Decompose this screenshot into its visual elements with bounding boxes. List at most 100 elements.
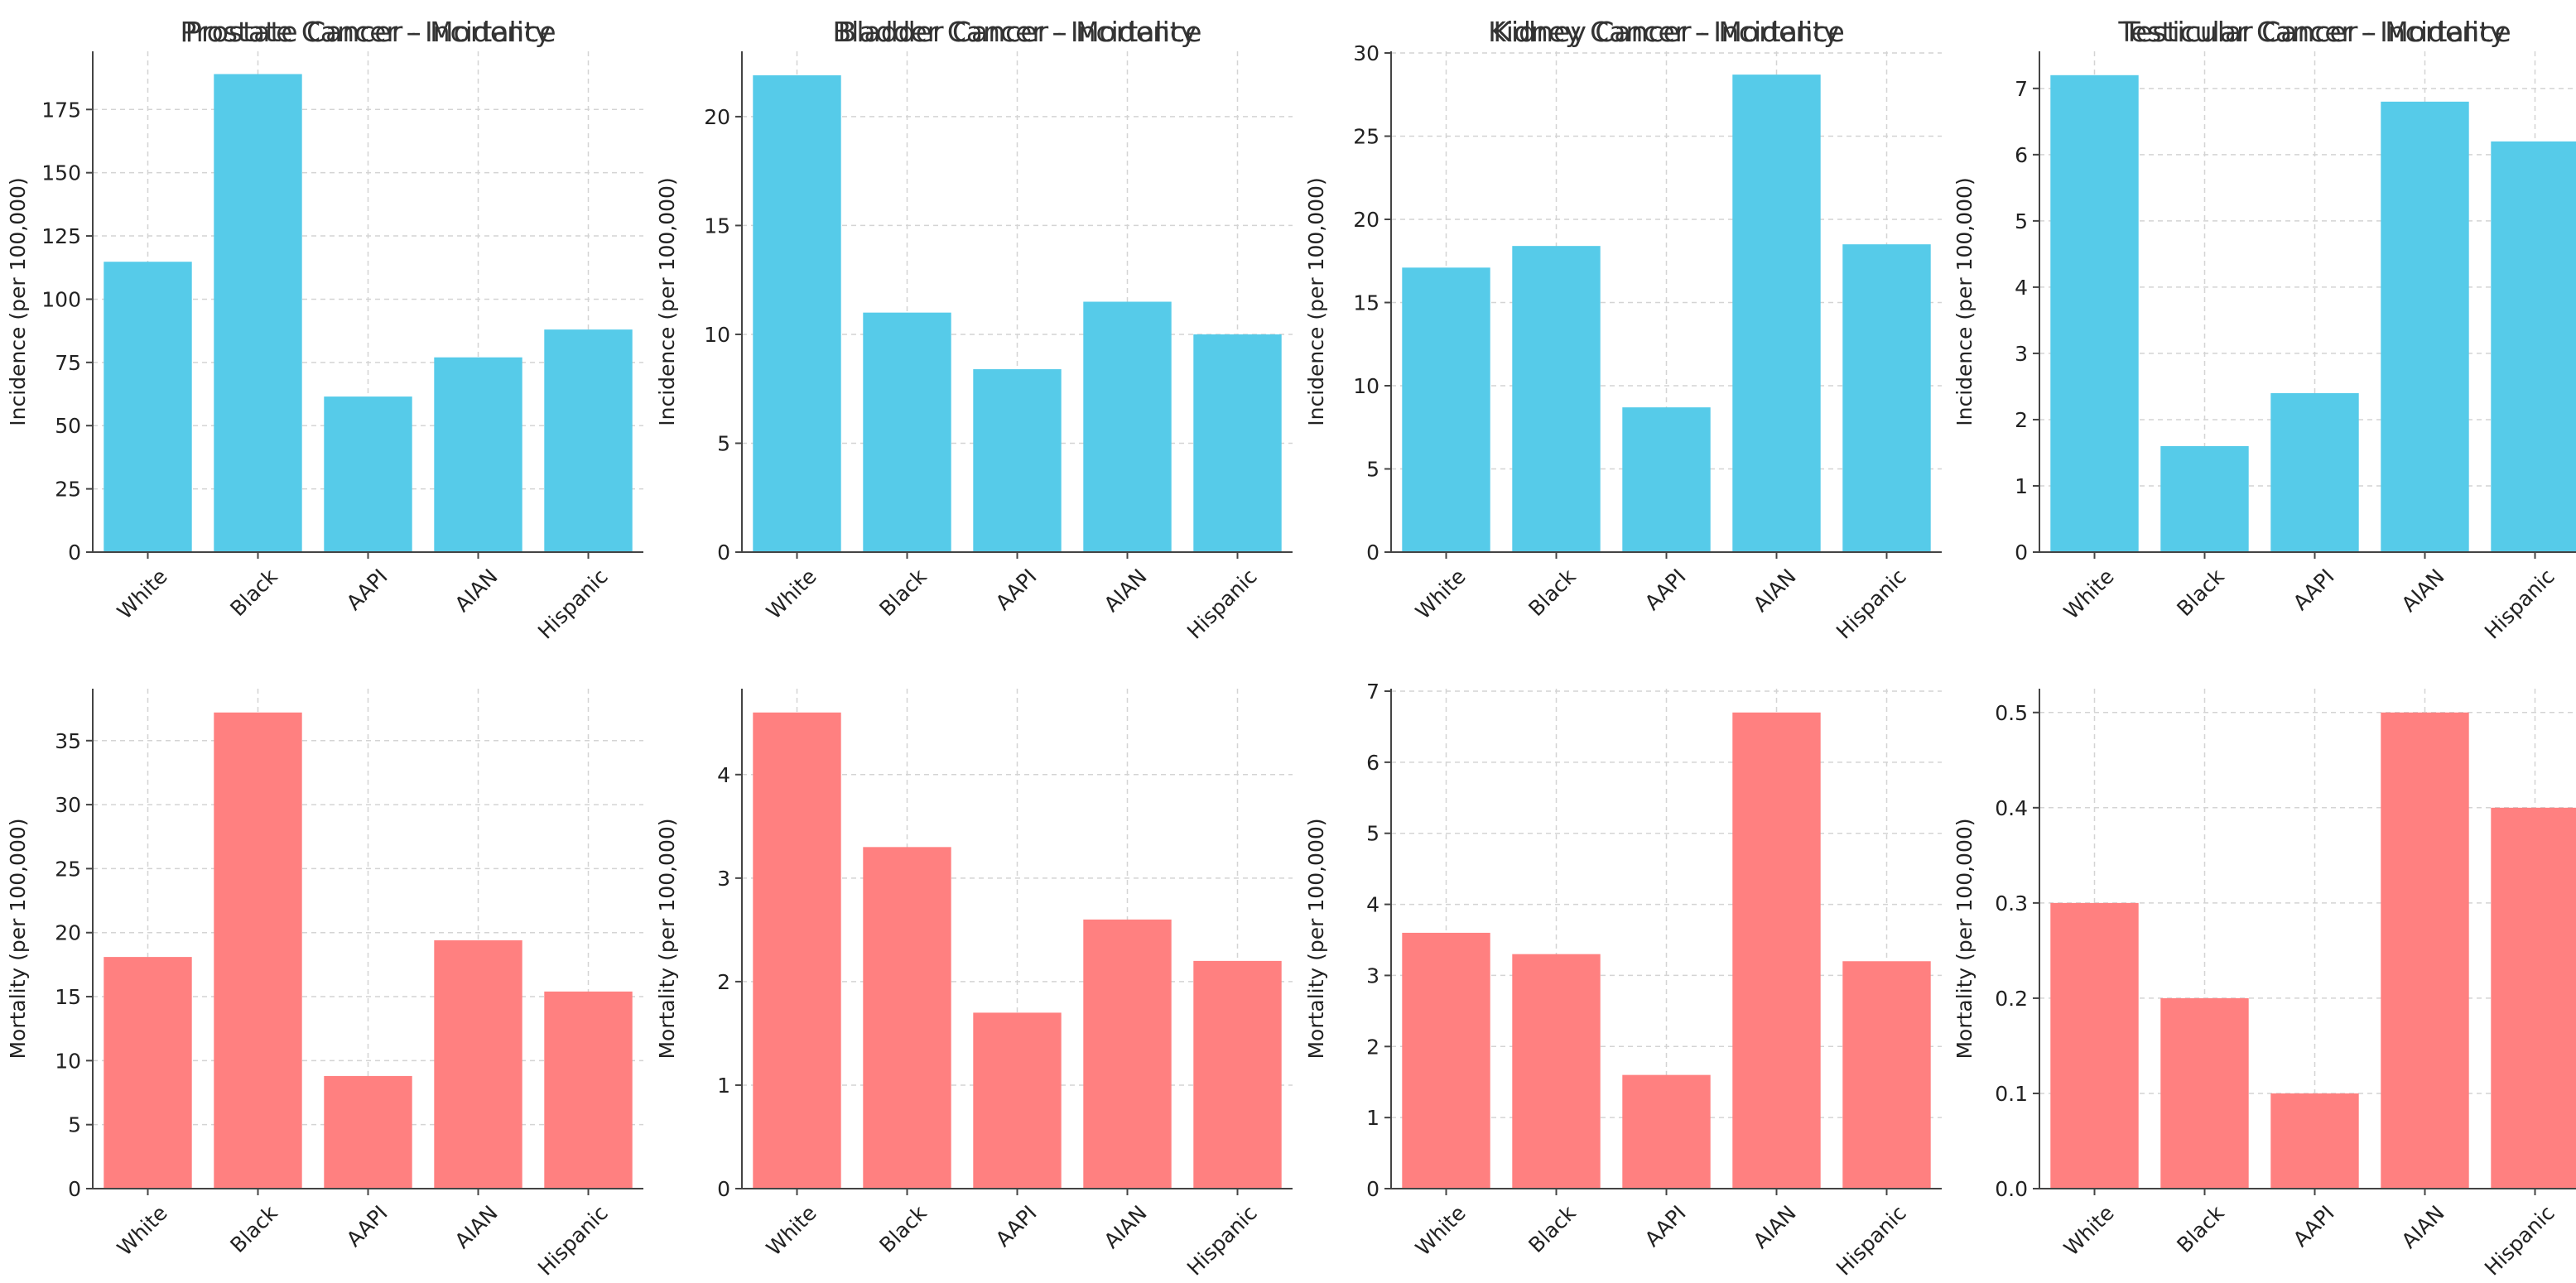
x-tick-label: AIAN [1749, 1201, 1801, 1253]
y-tick-label: 50 [55, 414, 81, 438]
y-tick-label: 0.0 [1995, 1177, 2028, 1201]
bar-white[interactable] [2050, 74, 2139, 553]
bar-black[interactable] [863, 847, 951, 1189]
x-tick-label: White [113, 565, 172, 624]
chart-bladder-cancer-incidence: Bladder Cancer - Incidence 0 5 10 15 20 White B… [655, 16, 1293, 644]
y-tick-label: 125 [41, 224, 81, 248]
bar-hispanic[interactable] [2491, 807, 2576, 1189]
x-tick-label: Black [225, 1200, 282, 1257]
x-tick-label: Hispanic [1182, 1201, 1262, 1281]
bar-aian[interactable] [434, 357, 522, 552]
x-tick-label: AIAN [450, 1201, 503, 1253]
bar-black[interactable] [2160, 997, 2249, 1189]
bar-aian[interactable] [2381, 712, 2469, 1189]
y-tick-label: 0 [1366, 541, 1379, 565]
y-tick-label: 1 [2015, 474, 2028, 498]
y-tick-label: 175 [41, 98, 81, 122]
x-tick-label: AIAN [1100, 565, 1152, 617]
bar-aian[interactable] [2381, 101, 2469, 552]
y-tick-label: 15 [704, 214, 730, 238]
x-tick-label: Hispanic [1832, 565, 1911, 644]
bar-black[interactable] [863, 312, 951, 552]
y-tick-label: 1 [717, 1074, 730, 1098]
y-tick-label: 3 [2015, 342, 2028, 366]
bar-aian[interactable] [1732, 712, 1821, 1189]
y-tick-label: 5 [717, 431, 730, 455]
y-tick-label: 20 [1353, 208, 1379, 232]
bar-aapi[interactable] [973, 1012, 1062, 1189]
bar-hispanic[interactable] [1842, 244, 1931, 552]
bar-aian[interactable] [1083, 301, 1172, 553]
y-axis-label: Mortality (per 100,000) [1952, 818, 1977, 1059]
bar-hispanic[interactable] [1193, 960, 1282, 1189]
y-tick-label: 0.1 [1995, 1082, 2028, 1106]
y-tick-label: 30 [55, 793, 81, 817]
bar-hispanic[interactable] [544, 991, 633, 1189]
x-tick-label: White [762, 565, 821, 624]
bar-aian[interactable] [434, 940, 522, 1189]
bar-white[interactable] [104, 262, 192, 552]
y-tick-label: 2 [1366, 1035, 1379, 1059]
chart-title: Bladder Cancer - Incidence [833, 16, 1202, 48]
bar-black[interactable] [1512, 954, 1601, 1189]
bar-aapi[interactable] [1622, 1074, 1711, 1189]
bar-white[interactable] [104, 957, 192, 1189]
x-tick-label: Hispanic [2480, 1201, 2559, 1281]
x-tick-label: Black [874, 564, 932, 621]
y-tick-label: 20 [55, 921, 81, 945]
y-tick-label: 15 [55, 985, 81, 1009]
bar-white[interactable] [753, 712, 841, 1189]
bar-white[interactable] [1402, 267, 1490, 552]
bar-black[interactable] [214, 74, 302, 553]
y-tick-label: 150 [41, 161, 81, 185]
y-tick-label: 30 [1353, 41, 1379, 65]
bar-aian[interactable] [1732, 74, 1821, 553]
chart-prostate-cancer-mortality: Prostate Cancer - Mortality 0 5 10 15 20 25 30 3… [6, 16, 643, 1281]
bar-black[interactable] [214, 712, 302, 1189]
y-tick-label: 4 [1366, 893, 1379, 917]
x-tick-label: Hispanic [533, 1201, 613, 1281]
bar-aapi[interactable] [1622, 407, 1711, 552]
bar-aapi[interactable] [973, 369, 1062, 552]
bar-black[interactable] [2160, 445, 2249, 552]
bar-white[interactable] [2050, 902, 2139, 1189]
bar-hispanic[interactable] [1842, 961, 1931, 1189]
y-tick-label: 25 [55, 478, 81, 502]
y-tick-label: 1 [1366, 1106, 1379, 1130]
y-axis-label: Incidence (per 100,000) [1952, 177, 1977, 425]
y-tick-label: 0 [717, 541, 730, 565]
chart-kidney-cancer-mortality: Kidney Cancer - Mortality 0 1 2 3 4 5 6 7 White Bl… [1304, 16, 1942, 1281]
bar-hispanic[interactable] [1193, 334, 1282, 552]
y-tick-label: 25 [55, 857, 81, 881]
chart-title: Testicular Cancer - Mortality [2123, 16, 2506, 48]
y-tick-label: 0.3 [1995, 891, 2028, 915]
bar-hispanic[interactable] [2491, 141, 2576, 552]
y-tick-label: 0.2 [1995, 987, 2028, 1011]
y-tick-label: 7 [2015, 77, 2028, 101]
x-tick-label: White [1411, 565, 1471, 624]
bar-aapi[interactable] [2270, 392, 2359, 552]
y-axis-label: Mortality (per 100,000) [6, 818, 30, 1059]
x-tick-label: AAPI [2289, 565, 2339, 615]
bar-aian[interactable] [1083, 919, 1172, 1189]
bar-white[interactable] [1402, 932, 1490, 1189]
x-tick-label: Black [1524, 1200, 1581, 1257]
bar-black[interactable] [1512, 246, 1601, 552]
x-tick-label: Black [874, 1200, 932, 1257]
x-tick-label: AAPI [991, 565, 1042, 615]
bar-aapi[interactable] [324, 1075, 412, 1189]
y-tick-label: 0.4 [1995, 796, 2028, 820]
x-tick-label: Hispanic [2480, 565, 2559, 644]
chart-title: Kidney Cancer - Mortality [1493, 16, 1839, 48]
bar-white[interactable] [753, 74, 841, 552]
bar-hispanic[interactable] [544, 329, 633, 552]
x-tick-label: Black [2172, 1200, 2229, 1257]
x-tick-label: White [2059, 565, 2119, 624]
y-tick-label: 7 [1366, 680, 1379, 704]
y-tick-label: 10 [704, 323, 730, 347]
x-tick-label: Hispanic [1832, 1201, 1911, 1281]
y-tick-label: 25 [1353, 125, 1379, 149]
bar-aapi[interactable] [324, 396, 412, 552]
bar-aapi[interactable] [2270, 1093, 2359, 1189]
